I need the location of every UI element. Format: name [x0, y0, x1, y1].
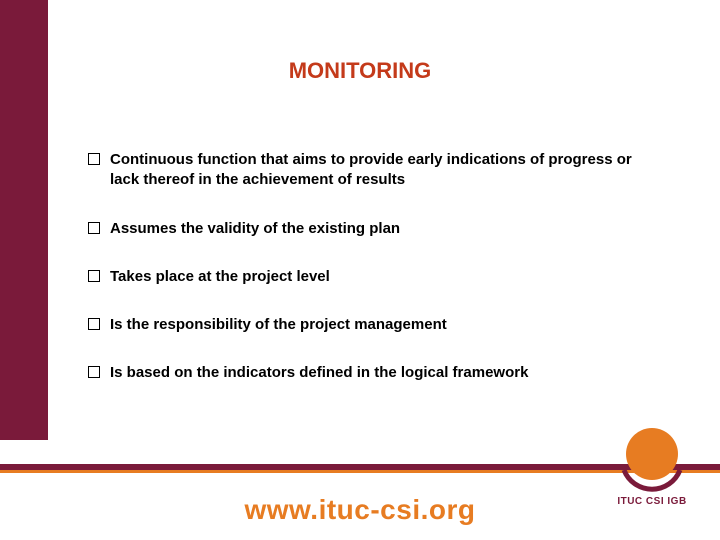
list-item: Takes place at the project level — [88, 267, 648, 287]
bullet-text: Assumes the validity of the existing pla… — [110, 219, 400, 239]
bullet-text: Takes place at the project level — [110, 267, 330, 287]
footer-url: www.ituc-csi.org — [0, 494, 720, 526]
bullet-list: Continuous function that aims to provide… — [88, 150, 648, 412]
square-bullet-icon — [88, 153, 100, 165]
logo-circle-icon — [616, 420, 688, 492]
bullet-text: Is the responsibility of the project man… — [110, 315, 447, 335]
bullet-text: Continuous function that aims to provide… — [110, 150, 648, 191]
square-bullet-icon — [88, 318, 100, 330]
square-bullet-icon — [88, 270, 100, 282]
bullet-text: Is based on the indicators defined in th… — [110, 363, 528, 383]
page-title: MONITORING — [0, 58, 720, 84]
list-item: Is based on the indicators defined in th… — [88, 363, 648, 383]
square-bullet-icon — [88, 222, 100, 234]
list-item: Assumes the validity of the existing pla… — [88, 219, 648, 239]
list-item: Continuous function that aims to provide… — [88, 150, 648, 191]
square-bullet-icon — [88, 366, 100, 378]
list-item: Is the responsibility of the project man… — [88, 315, 648, 335]
slide: MONITORING Continuous function that aims… — [0, 0, 720, 540]
